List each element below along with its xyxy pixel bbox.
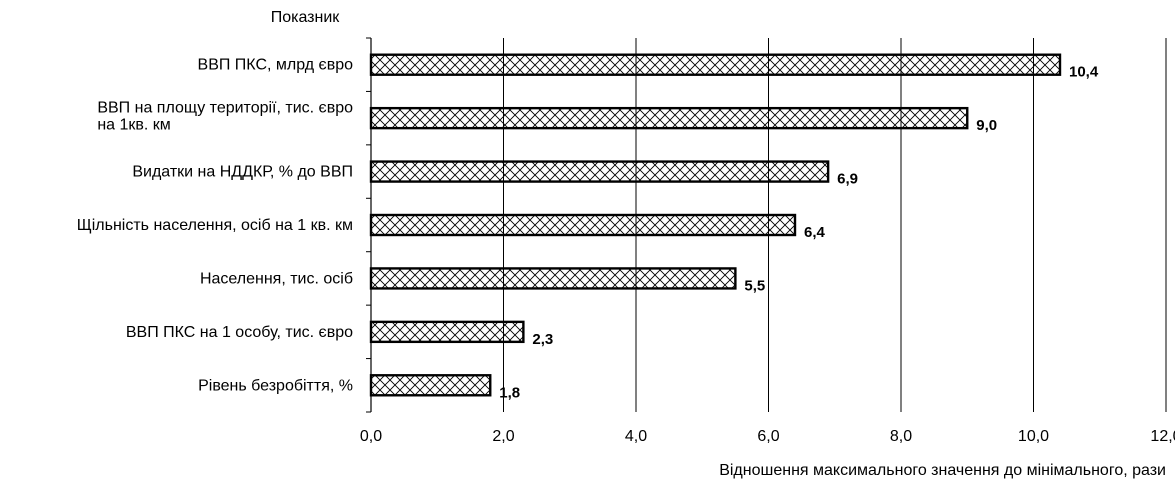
category-label: ВВП на площу території, тис. євро — [97, 100, 353, 117]
x-tick-label: 8,0 — [890, 428, 912, 445]
data-label: 10,4 — [1069, 64, 1099, 81]
bar — [369, 106, 969, 130]
data-label: 2,3 — [532, 331, 553, 348]
bar — [369, 213, 797, 237]
x-tick-label: 4,0 — [625, 428, 647, 445]
bars — [369, 53, 1062, 397]
category-label: Населення, тис. осіб — [200, 270, 353, 287]
x-tick-label: 10,0 — [1018, 428, 1049, 445]
x-tick-label: 0,0 — [360, 428, 382, 445]
category-label: на 1кв. км — [97, 117, 170, 134]
bar — [369, 160, 830, 183]
category-label: ВВП ПКС на 1 особу, тис. євро — [126, 324, 353, 341]
x-tick-label: 12,0 — [1150, 428, 1175, 445]
data-label: 6,9 — [837, 171, 858, 188]
category-label: ВВП ПКС, млрд євро — [198, 57, 354, 74]
bar — [369, 267, 737, 290]
bar — [369, 53, 1062, 76]
category-label: Рівень безробіття, % — [198, 377, 353, 394]
data-label: 9,0 — [976, 117, 997, 134]
y-axis-title: Показник — [271, 9, 341, 26]
labels: 0,0 2,0 4,0 6,0 8,0 10,0 12,0 10,4 ВВП ПКС, млрд… — [77, 57, 1175, 445]
category-label: Щільність населення, осіб на 1 кв. км — [77, 217, 353, 234]
axes — [366, 37, 372, 413]
x-tick-label: 2,0 — [492, 428, 514, 445]
bar — [369, 320, 525, 344]
category-label: Видатки на НДДКР, % до ВВП — [132, 164, 353, 181]
data-label: 6,4 — [804, 224, 826, 241]
x-axis-title: Відношення максимального значення до мін… — [719, 462, 1166, 479]
data-label: 5,5 — [744, 277, 765, 294]
x-tick-label: 6,0 — [757, 428, 779, 445]
data-label: 1,8 — [499, 384, 520, 401]
bar — [369, 374, 492, 397]
